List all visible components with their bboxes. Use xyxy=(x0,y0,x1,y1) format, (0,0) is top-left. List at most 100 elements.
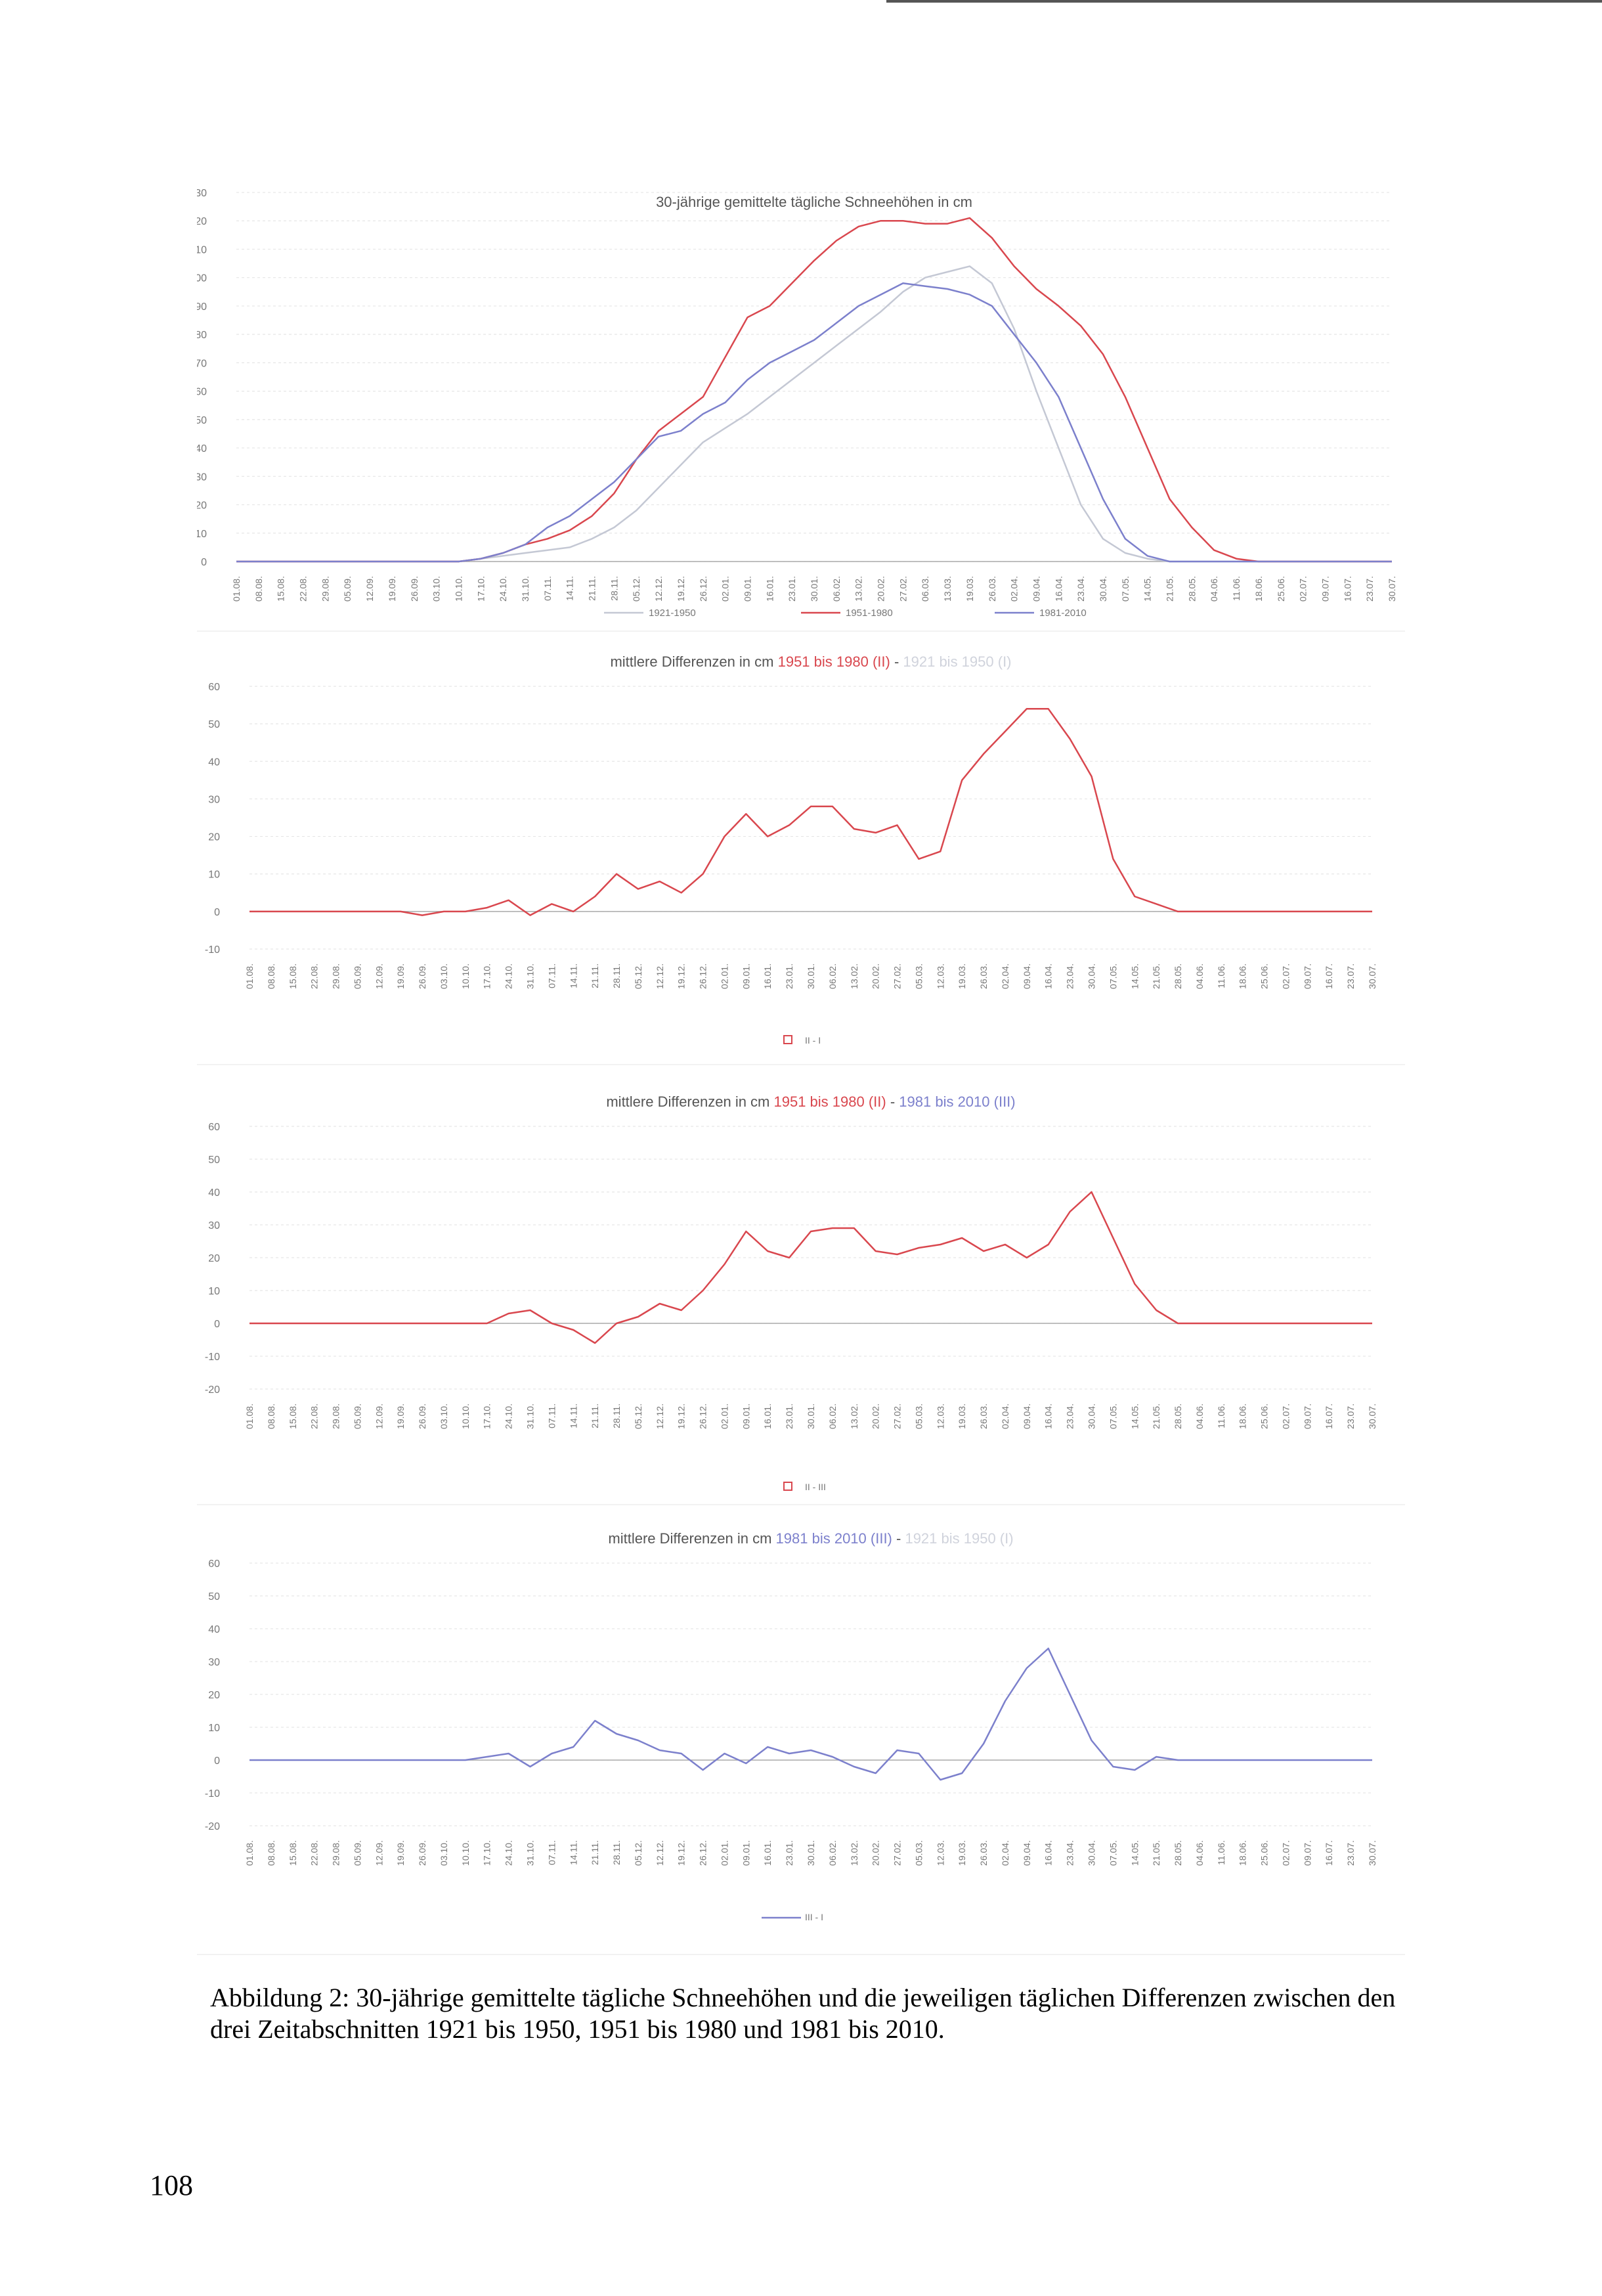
x-tick-label: 09.07. xyxy=(1302,963,1312,989)
x-tick-label: 30.01. xyxy=(806,1840,816,1866)
y-tick-label: 20 xyxy=(208,1253,220,1264)
x-tick-label: 02.04. xyxy=(1000,963,1010,989)
y-tick-label: 60 xyxy=(208,1122,220,1133)
x-tick-label: 21.11. xyxy=(590,963,600,988)
y-tick-label: 50 xyxy=(208,1591,220,1602)
x-tick-label: 29.08. xyxy=(320,576,330,602)
chart-title-part: 1981 bis 2010 (III) xyxy=(771,1530,892,1547)
x-tick-label: 21.11. xyxy=(590,1403,600,1428)
legend-label: II - III xyxy=(805,1482,826,1492)
x-tick-label: 06.02. xyxy=(831,576,842,602)
x-tick-label: 16.04. xyxy=(1043,1403,1054,1429)
x-tick-label: 14.05. xyxy=(1142,576,1153,602)
x-tick-label: 06.02. xyxy=(827,1403,838,1429)
x-tick-label: 06.03. xyxy=(920,576,930,602)
y-tick-label: 60 xyxy=(208,1558,220,1570)
chart-title-part: mittlere Differenzen in cm xyxy=(610,653,773,670)
x-tick-label: 30.01. xyxy=(809,576,819,602)
y-tick-label: 10 xyxy=(208,1286,220,1297)
x-tick-label: 22.08. xyxy=(309,1840,320,1866)
x-tick-label: 04.06. xyxy=(1194,1840,1205,1866)
chart-snow-depth: 0 10 20 30 40 50 60 70 80 90 100 110 120 130 01.08. 08.… xyxy=(197,188,1405,632)
x-tick-label: 14.05. xyxy=(1129,1840,1140,1866)
chart-title-part: mittlere Differenzen in cm xyxy=(608,1530,771,1547)
y-tick-label: 130 xyxy=(197,188,207,199)
chart-title: mittlere Differenzen in cm 1951 bis 1980… xyxy=(610,653,1011,670)
x-tick-label: 07.11. xyxy=(546,1403,557,1428)
x-tick-label: 26.09. xyxy=(409,576,420,602)
chart-diff-iii-i: -20 -10 0 10 20 30 40 50 60 01.08. 08.08. 15.08. 22.… xyxy=(197,1530,1405,1955)
x-tick-label: 28.05. xyxy=(1186,576,1197,602)
x-tick-label: 12.09. xyxy=(374,1403,384,1429)
x-tick-label: 30.04. xyxy=(1087,1403,1097,1429)
x-tick-label: 03.10. xyxy=(439,963,449,989)
x-tick-label: 20.02. xyxy=(871,1840,881,1866)
chart-title-part: 1951 bis 1980 (II) xyxy=(769,1093,886,1110)
x-tick-label: 05.09. xyxy=(342,576,353,602)
x-tick-label: 17.10. xyxy=(482,963,492,989)
y-tick-label: -10 xyxy=(205,944,220,956)
x-tick-label: 16.07. xyxy=(1324,1403,1334,1429)
x-tick-label: 09.04. xyxy=(1022,1840,1032,1866)
x-tick-label: 26.03. xyxy=(978,963,989,989)
x-tick-label: 30.07. xyxy=(1367,1403,1377,1429)
x-tick-label: 18.06. xyxy=(1253,576,1264,602)
x-tick-label: 06.02. xyxy=(827,963,838,989)
x-tick-label: 14.11. xyxy=(565,576,575,601)
x-tick-label: 30.04. xyxy=(1098,576,1108,602)
x-tick-label: 18.06. xyxy=(1238,1840,1248,1866)
x-tick-label: 15.08. xyxy=(288,963,298,989)
x-tick-label: 29.08. xyxy=(331,1403,341,1429)
y-tick-label: 30 xyxy=(197,472,207,483)
x-tick-label: 23.04. xyxy=(1065,963,1075,989)
x-tick-label: 13.03. xyxy=(942,576,953,602)
x-tick-label: 09.04. xyxy=(1022,963,1032,989)
x-tick-label: 24.10. xyxy=(504,1403,514,1429)
x-tick-label: 12.12. xyxy=(653,576,664,602)
x-tick-label: 25.06. xyxy=(1259,1840,1270,1866)
series-line xyxy=(249,708,1372,916)
chart-title: 30-jährige gemittelte tägliche Schneehöh… xyxy=(656,194,972,210)
x-tick-label: 16.01. xyxy=(762,1403,773,1429)
x-tick-label: 15.08. xyxy=(288,1403,298,1429)
x-tick-label: 23.04. xyxy=(1065,1840,1075,1866)
y-tick-label: 40 xyxy=(208,757,220,768)
x-tick-label: 15.08. xyxy=(288,1840,298,1866)
x-tick-label: 09.01. xyxy=(741,1403,751,1429)
x-tick-label: 22.08. xyxy=(309,1403,320,1429)
x-tick-label: 09.01. xyxy=(741,1840,751,1866)
x-tick-label: 22.08. xyxy=(309,963,320,989)
series-line xyxy=(236,265,1392,563)
x-tick-label: 17.10. xyxy=(475,576,486,602)
x-tick-label: 02.04. xyxy=(1000,1403,1010,1429)
x-tick-label: 07.05. xyxy=(1120,576,1131,602)
x-tick-label: 12.12. xyxy=(655,1840,665,1866)
x-tick-label: 27.02. xyxy=(892,1840,903,1866)
x-tick-label: 05.09. xyxy=(352,1403,362,1429)
x-tick-label: 26.03. xyxy=(987,576,997,602)
x-tick-label: 11.06. xyxy=(1216,1840,1226,1865)
x-tick-label: 07.05. xyxy=(1108,963,1118,989)
x-tick-label: 09.01. xyxy=(742,576,752,602)
x-tick-label: 02.07. xyxy=(1280,1840,1291,1866)
x-tick-label: 23.07. xyxy=(1345,1403,1356,1429)
y-tick-label: 110 xyxy=(197,244,207,255)
x-tick-label: 19.12. xyxy=(676,1840,687,1866)
x-tick-label: 26.12. xyxy=(698,963,708,989)
y-tick-label: 30 xyxy=(208,1220,220,1231)
x-tick-label: 05.03. xyxy=(913,1403,924,1429)
x-tick-label: 02.04. xyxy=(1009,576,1020,602)
x-tick-label: 13.02. xyxy=(854,576,864,602)
x-tick-label: 12.12. xyxy=(655,1403,665,1429)
x-tick-label: 03.10. xyxy=(431,576,442,602)
x-tick-label: 01.08. xyxy=(244,1403,255,1429)
x-tick-label: 07.05. xyxy=(1108,1403,1118,1429)
x-tick-label: 30.04. xyxy=(1087,963,1097,989)
x-tick-label: 28.11. xyxy=(611,1840,622,1865)
x-tick-label: 19.09. xyxy=(387,576,397,602)
top-rule xyxy=(886,0,1602,3)
x-tick-label: 26.12. xyxy=(698,1403,708,1429)
x-tick-label: 01.08. xyxy=(244,1840,255,1866)
x-tick-label: 18.06. xyxy=(1238,963,1248,989)
y-tick-label: 40 xyxy=(208,1624,220,1635)
